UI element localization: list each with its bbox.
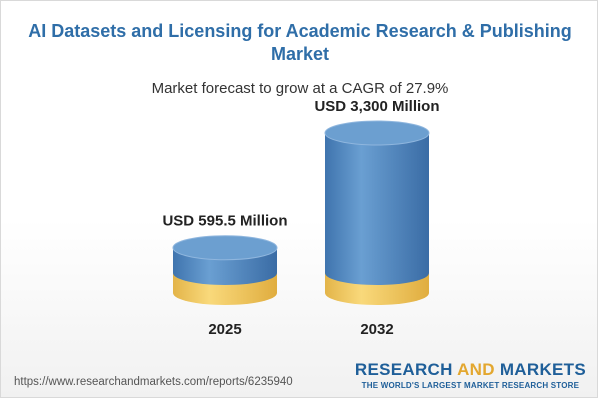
data-label: USD 595.5 Million <box>162 213 287 230</box>
chart-title: AI Datasets and Licensing for Academic R… <box>28 21 572 64</box>
category-label: 2032 <box>360 321 393 338</box>
bar-top <box>324 120 430 146</box>
brand-tagline: THE WORLD'S LARGEST MARKET RESEARCH STOR… <box>361 381 580 390</box>
data-label: USD 3,300 Million <box>314 98 439 115</box>
source-url: https://www.researchandmarkets.com/repor… <box>14 376 293 388</box>
category-label: 2025 <box>208 321 241 338</box>
chart-subtitle: Market forecast to grow at a CAGR of 27.… <box>151 80 449 97</box>
brand-logo: RESEARCH AND MARKETS THE WORLD'S LARGEST… <box>355 360 586 390</box>
brand-name: RESEARCH AND MARKETS <box>354 360 586 379</box>
bar-2025 <box>172 235 278 305</box>
bar-upper-segment <box>325 133 429 285</box>
bar-2032 <box>324 120 430 305</box>
bar-top <box>172 235 278 261</box>
